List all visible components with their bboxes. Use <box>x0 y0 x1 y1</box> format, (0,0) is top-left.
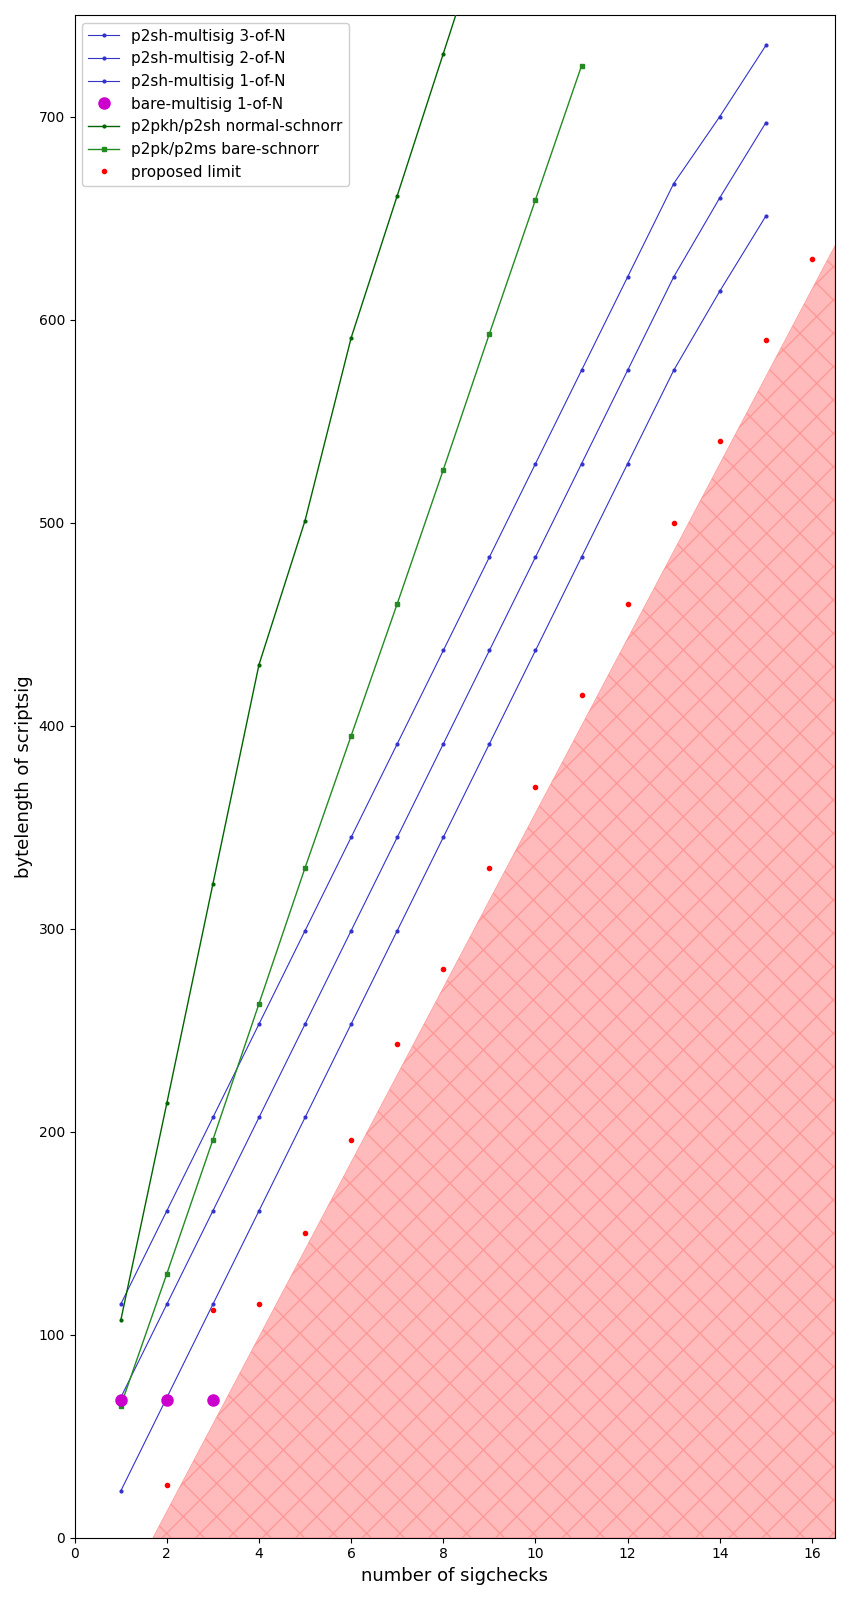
Line: p2sh-multisig 1-of-N: p2sh-multisig 1-of-N <box>118 213 768 1494</box>
p2sh-multisig 1-of-N <box>346 1014 356 1034</box>
proposed limit <box>254 1294 264 1314</box>
p2pk/p2ms bare-schnorr <box>116 1397 126 1416</box>
p2pkh/p2sh normal-schnorr <box>300 510 310 530</box>
proposed limit <box>622 594 632 613</box>
p2sh-multisig 1-of-N <box>530 642 541 661</box>
p2sh-multisig 2-of-N <box>484 642 495 661</box>
p2pk/p2ms bare-schnorr <box>576 56 586 75</box>
p2sh-multisig 2-of-N <box>669 267 679 286</box>
p2sh-multisig 2-of-N <box>162 1294 172 1314</box>
p2sh-multisig 1-of-N <box>484 734 495 754</box>
proposed limit <box>669 514 679 533</box>
X-axis label: number of sigchecks: number of sigchecks <box>361 1566 548 1586</box>
p2sh-multisig 2-of-N <box>254 1107 264 1126</box>
p2pk/p2ms bare-schnorr <box>254 994 264 1013</box>
p2sh-multisig 3-of-N <box>162 1202 172 1221</box>
p2pk/p2ms bare-schnorr <box>346 726 356 746</box>
p2sh-multisig 3-of-N <box>484 547 495 566</box>
proposed limit <box>162 1475 172 1494</box>
p2pk/p2ms bare-schnorr <box>207 1130 218 1149</box>
p2sh-multisig 2-of-N <box>530 547 541 566</box>
p2sh-multisig 2-of-N <box>116 1389 126 1408</box>
p2sh-multisig 2-of-N <box>346 922 356 941</box>
proposed limit <box>439 960 449 979</box>
p2sh-multisig 2-of-N <box>439 734 449 754</box>
proposed limit <box>484 858 495 877</box>
p2sh-multisig 1-of-N <box>715 282 725 301</box>
p2sh-multisig 3-of-N <box>715 107 725 126</box>
p2pk/p2ms bare-schnorr <box>530 190 541 210</box>
proposed limit <box>346 1130 356 1149</box>
p2sh-multisig 2-of-N <box>715 189 725 208</box>
p2sh-multisig 3-of-N <box>530 454 541 474</box>
proposed limit <box>300 1224 310 1243</box>
p2sh-multisig 1-of-N <box>622 454 632 474</box>
p2sh-multisig 3-of-N <box>669 174 679 194</box>
Line: bare-multisig 1-of-N: bare-multisig 1-of-N <box>116 1394 218 1405</box>
Line: p2sh-multisig 2-of-N: p2sh-multisig 2-of-N <box>118 120 768 1400</box>
p2sh-multisig 3-of-N <box>392 734 402 754</box>
p2pkh/p2sh normal-schnorr <box>116 1310 126 1330</box>
proposed limit <box>530 778 541 797</box>
proposed limit <box>761 330 771 349</box>
Y-axis label: bytelength of scriptsig: bytelength of scriptsig <box>15 675 33 878</box>
p2sh-multisig 3-of-N <box>761 35 771 54</box>
Line: proposed limit: proposed limit <box>162 254 816 1490</box>
p2sh-multisig 1-of-N <box>254 1202 264 1221</box>
p2pk/p2ms bare-schnorr <box>439 461 449 480</box>
p2sh-multisig 3-of-N <box>346 827 356 846</box>
bare-multisig 1-of-N <box>162 1390 172 1410</box>
p2sh-multisig 3-of-N <box>254 1014 264 1034</box>
p2sh-multisig 1-of-N <box>439 827 449 846</box>
p2sh-multisig 2-of-N <box>392 827 402 846</box>
p2pkh/p2sh normal-schnorr <box>392 186 402 205</box>
Line: p2sh-multisig 3-of-N: p2sh-multisig 3-of-N <box>118 43 768 1307</box>
p2pkh/p2sh normal-schnorr <box>162 1094 172 1114</box>
p2pk/p2ms bare-schnorr <box>484 325 495 344</box>
p2sh-multisig 3-of-N <box>576 360 586 379</box>
p2sh-multisig 3-of-N <box>300 922 310 941</box>
p2sh-multisig 1-of-N <box>162 1389 172 1408</box>
proposed limit <box>576 685 586 704</box>
p2sh-multisig 2-of-N <box>622 360 632 379</box>
p2sh-multisig 1-of-N <box>116 1482 126 1501</box>
proposed limit <box>807 250 817 269</box>
Polygon shape <box>153 246 835 1538</box>
bare-multisig 1-of-N <box>207 1390 218 1410</box>
p2sh-multisig 3-of-N <box>116 1294 126 1314</box>
p2pkh/p2sh normal-schnorr <box>207 874 218 893</box>
p2sh-multisig 1-of-N <box>669 360 679 379</box>
bare-multisig 1-of-N <box>116 1390 126 1410</box>
p2pkh/p2sh normal-schnorr <box>439 43 449 62</box>
p2pk/p2ms bare-schnorr <box>300 858 310 877</box>
p2sh-multisig 1-of-N <box>576 547 586 566</box>
p2sh-multisig 1-of-N <box>392 922 402 941</box>
proposed limit <box>715 432 725 451</box>
proposed limit <box>207 1301 218 1320</box>
p2pk/p2ms bare-schnorr <box>162 1264 172 1283</box>
p2sh-multisig 3-of-N <box>207 1107 218 1126</box>
p2sh-multisig 2-of-N <box>761 114 771 133</box>
p2sh-multisig 3-of-N <box>439 642 449 661</box>
p2sh-multisig 1-of-N <box>300 1107 310 1126</box>
p2sh-multisig 1-of-N <box>761 206 771 226</box>
p2sh-multisig 1-of-N <box>207 1294 218 1314</box>
p2sh-multisig 3-of-N <box>622 267 632 286</box>
Legend: p2sh-multisig 3-of-N, p2sh-multisig 2-of-N, p2sh-multisig 1-of-N, bare-multisig : p2sh-multisig 3-of-N, p2sh-multisig 2-of… <box>82 22 348 186</box>
p2sh-multisig 2-of-N <box>576 454 586 474</box>
p2sh-multisig 2-of-N <box>300 1014 310 1034</box>
p2sh-multisig 2-of-N <box>207 1202 218 1221</box>
Line: p2pkh/p2sh normal-schnorr: p2pkh/p2sh normal-schnorr <box>118 0 584 1323</box>
p2pkh/p2sh normal-schnorr <box>254 654 264 674</box>
Line: p2pk/p2ms bare-schnorr: p2pk/p2ms bare-schnorr <box>119 64 584 1408</box>
proposed limit <box>392 1035 402 1054</box>
p2pk/p2ms bare-schnorr <box>392 594 402 613</box>
p2pkh/p2sh normal-schnorr <box>346 328 356 347</box>
